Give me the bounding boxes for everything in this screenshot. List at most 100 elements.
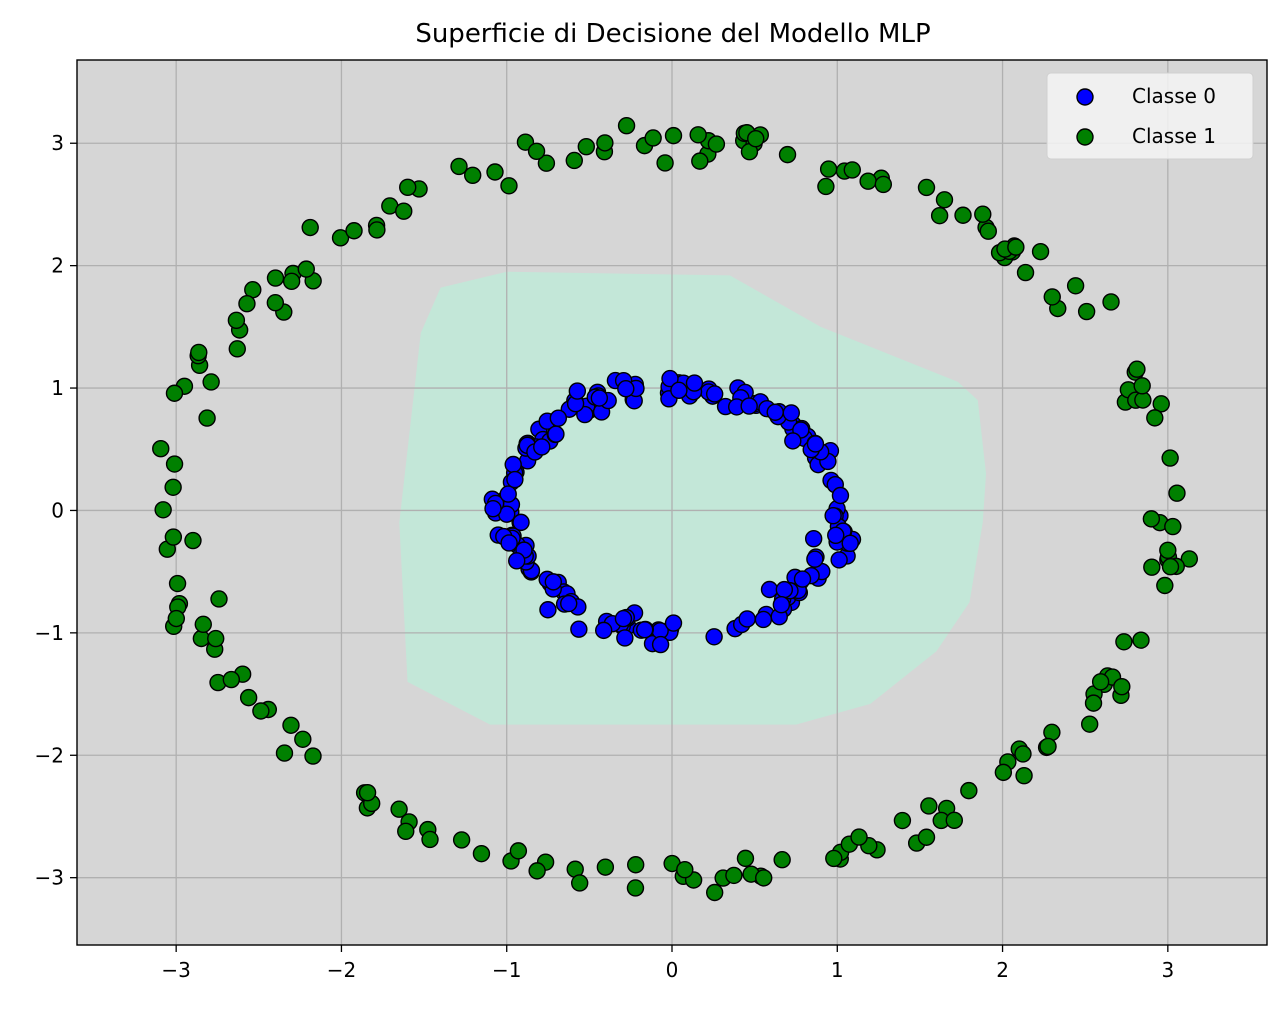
point-classe-1 xyxy=(1142,510,1161,528)
point-classe-1 xyxy=(979,222,997,240)
point-classe-0 xyxy=(824,506,842,525)
point-classe-1 xyxy=(210,590,228,608)
point-classe-1 xyxy=(165,384,184,402)
point-classe-1 xyxy=(202,373,220,391)
point-classe-1 xyxy=(368,221,386,239)
point-classe-0 xyxy=(705,628,723,646)
point-classe-1 xyxy=(1159,541,1177,559)
point-classe-1 xyxy=(577,137,595,156)
point-classe-1 xyxy=(1039,737,1057,756)
point-classe-1 xyxy=(1091,673,1110,691)
point-classe-1 xyxy=(297,260,315,278)
point-classe-0 xyxy=(806,435,825,453)
legend-label-classe-1: Classe 1 xyxy=(1132,124,1216,148)
legend-box xyxy=(1046,72,1254,160)
point-classe-1 xyxy=(859,172,877,190)
x-tick-label: −2 xyxy=(327,958,356,982)
grid xyxy=(77,60,1267,945)
point-classe-1 xyxy=(190,343,208,362)
point-classe-1 xyxy=(222,670,241,689)
point-classe-1 xyxy=(450,157,468,176)
point-classe-1 xyxy=(282,272,301,291)
point-classe-1 xyxy=(676,860,694,879)
x-tick-label: 0 xyxy=(666,958,679,982)
point-classe-1 xyxy=(167,609,186,628)
legend-marker-classe-0 xyxy=(1076,88,1094,106)
point-classe-0 xyxy=(670,381,688,400)
point-classe-0 xyxy=(617,380,635,398)
point-classe-1 xyxy=(1161,449,1179,467)
point-classe-1 xyxy=(1152,395,1170,413)
point-classe-1 xyxy=(994,763,1013,782)
point-classe-1 xyxy=(1168,484,1186,502)
point-classe-1 xyxy=(358,783,377,802)
point-classe-0 xyxy=(512,513,530,532)
point-classe-1 xyxy=(1084,694,1103,712)
point-classe-0 xyxy=(664,614,683,632)
point-classe-1 xyxy=(747,130,765,148)
x-tick-label: −3 xyxy=(161,958,190,982)
point-classe-0 xyxy=(651,635,670,654)
point-classe-1 xyxy=(152,440,170,458)
point-classe-0 xyxy=(760,580,779,599)
x-tick-label: 2 xyxy=(996,958,1009,982)
point-classe-1 xyxy=(689,126,707,144)
point-classe-1 xyxy=(656,154,674,172)
point-classe-1 xyxy=(1133,377,1151,395)
point-classe-1 xyxy=(945,811,963,830)
point-classe-1 xyxy=(345,222,363,240)
point-classe-0 xyxy=(544,573,563,591)
point-classe-0 xyxy=(484,499,502,518)
point-classe-0 xyxy=(782,404,800,422)
point-classe-1 xyxy=(509,842,528,860)
point-classe-1 xyxy=(207,629,225,648)
point-classe-1 xyxy=(705,883,724,902)
point-classe-1 xyxy=(1132,631,1150,649)
point-classe-0 xyxy=(685,374,704,392)
point-classe-1 xyxy=(778,145,797,164)
point-classe-0 xyxy=(705,385,724,403)
point-classe-1 xyxy=(304,747,322,765)
point-classe-1 xyxy=(825,849,843,868)
point-classe-0 xyxy=(636,621,654,639)
point-classe-1 xyxy=(184,531,202,550)
point-classe-1 xyxy=(725,866,743,885)
point-classe-0 xyxy=(547,425,565,443)
point-classe-1 xyxy=(528,862,546,880)
point-classe-1 xyxy=(266,294,285,312)
point-classe-0 xyxy=(533,438,551,456)
point-classe-0 xyxy=(661,369,679,388)
point-classe-1 xyxy=(421,830,439,849)
plot-area xyxy=(76,59,1268,946)
y-tick-label: 2 xyxy=(51,254,64,278)
y-tick-label: 0 xyxy=(51,498,64,522)
point-classe-0 xyxy=(504,455,522,474)
point-classe-1 xyxy=(930,206,949,225)
y-tick-label: −2 xyxy=(35,743,64,767)
point-classe-0 xyxy=(784,432,802,450)
point-classe-1 xyxy=(516,133,535,151)
point-classe-1 xyxy=(390,800,408,818)
point-classe-1 xyxy=(755,869,773,887)
point-classe-1 xyxy=(850,828,868,846)
point-classe-1 xyxy=(1113,677,1131,696)
point-classe-1 xyxy=(1143,558,1161,576)
point-classe-1 xyxy=(198,409,216,427)
point-classe-1 xyxy=(1077,302,1096,321)
point-classe-1 xyxy=(239,688,258,707)
point-classe-0 xyxy=(590,389,609,407)
point-classe-1 xyxy=(893,811,912,830)
point-classe-1 xyxy=(817,177,835,196)
point-classe-1 xyxy=(164,478,182,496)
point-classe-0 xyxy=(506,470,524,489)
point-classe-1 xyxy=(252,702,270,720)
point-classe-1 xyxy=(282,716,300,734)
point-classe-1 xyxy=(1043,288,1061,306)
point-classe-1 xyxy=(331,229,350,247)
point-classe-0 xyxy=(831,486,850,505)
point-classe-0 xyxy=(499,485,517,503)
point-classe-1 xyxy=(960,781,978,800)
x-tick-label: 1 xyxy=(831,958,844,982)
point-classe-1 xyxy=(397,822,415,841)
